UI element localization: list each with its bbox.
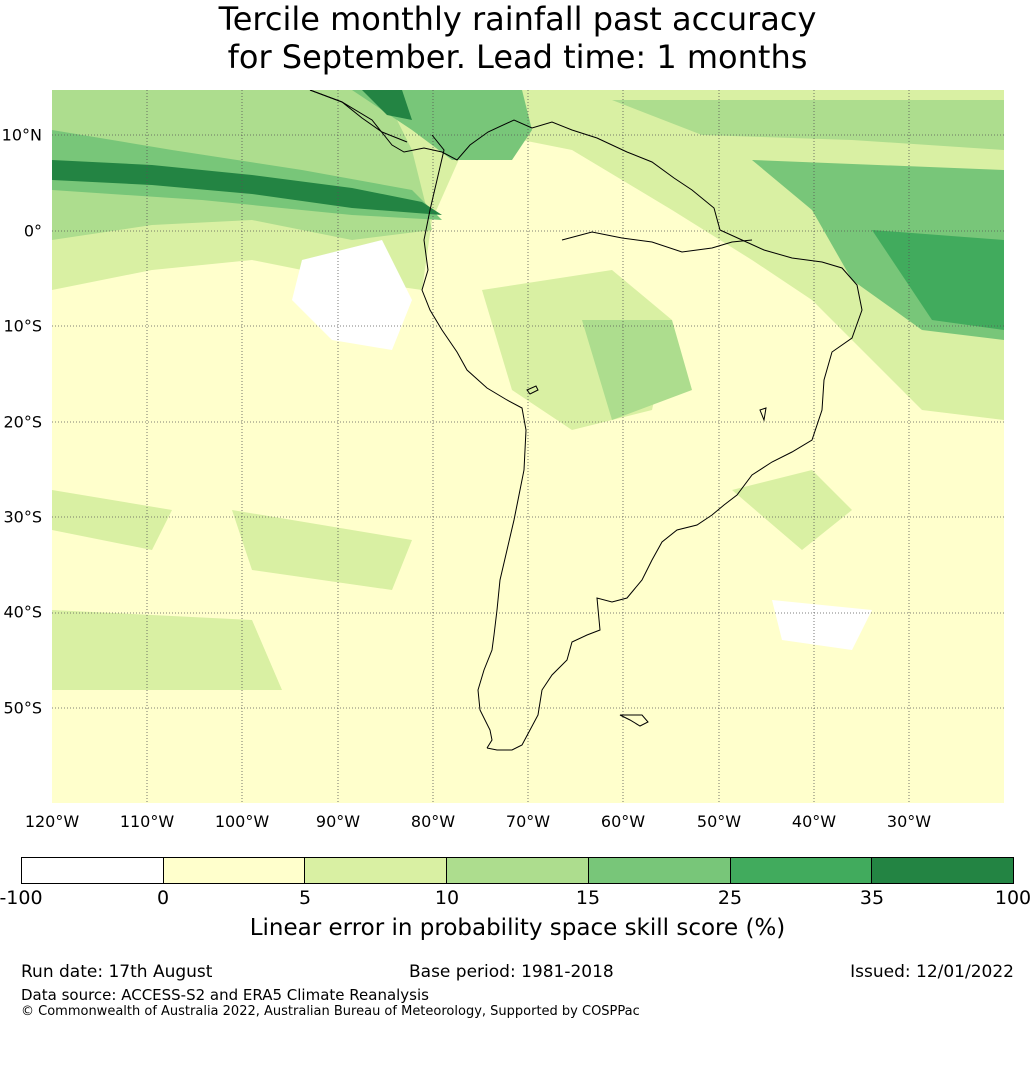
- colorbar-segment-1: [22, 858, 164, 883]
- lat-label-40s: 40°S: [3, 602, 42, 622]
- lat-label-20s: 20°S: [3, 412, 42, 432]
- colorbar: [21, 857, 1014, 884]
- colorbar-tick-2: 0: [156, 887, 170, 909]
- lon-label-100w: 100°W: [214, 812, 270, 831]
- colorbar-tick-5: 15: [575, 887, 601, 909]
- colorbar-segment-7: [872, 858, 1014, 883]
- issued-date: Issued: 12/01/2022: [850, 962, 1014, 982]
- colorbar-tick-1: -100: [0, 887, 43, 909]
- skill-score-map: [52, 90, 1004, 803]
- graticule: [52, 90, 1004, 803]
- lon-label-90w: 90°W: [315, 812, 361, 831]
- colorbar-segment-3: [305, 858, 448, 883]
- colorbar-tick-4: 10: [434, 887, 460, 909]
- lon-label-60w: 60°W: [600, 812, 646, 831]
- map-canvas: [52, 90, 1004, 803]
- colorbar-segment-6: [730, 858, 873, 883]
- colorbar-segment-2: [163, 858, 306, 883]
- colorbar-tick-3: 5: [298, 887, 312, 909]
- colorbar-segment-5: [588, 858, 731, 883]
- coastline: [309, 90, 863, 751]
- copyright-note: © Commonwealth of Australia 2022, Austra…: [21, 1004, 640, 1019]
- lon-label-120w: 120°W: [24, 812, 80, 831]
- data-source-note: Data source: ACCESS-S2 and ERA5 Climate …: [21, 986, 429, 1004]
- colorbar-segment-4: [447, 858, 589, 883]
- lon-label-70w: 70°W: [505, 812, 551, 831]
- lon-label-50w: 50°W: [696, 812, 742, 831]
- lon-label-40w: 40°W: [791, 812, 837, 831]
- lat-label-10n: 10°N: [1, 125, 42, 145]
- base-period: Base period: 1981-2018: [409, 962, 614, 982]
- skill-field: [52, 90, 1004, 803]
- title-line-2: for September. Lead time: 1 months: [227, 38, 808, 76]
- lon-label-80w: 80°W: [410, 812, 456, 831]
- lat-label-50s: 50°S: [3, 698, 42, 718]
- colorbar-tick-8: 100: [994, 887, 1032, 909]
- colorbar-label: Linear error in probability space skill …: [249, 915, 786, 941]
- lat-label-30s: 30°S: [3, 507, 42, 527]
- lat-label-10s: 10°S: [3, 316, 42, 336]
- colorbar-tick-6: 25: [717, 887, 743, 909]
- lon-label-30w: 30°W: [886, 812, 932, 831]
- lon-label-110w: 110°W: [119, 812, 175, 831]
- colorbar-tick-7: 35: [859, 887, 885, 909]
- lat-label-0: 0°: [23, 221, 42, 241]
- run-date: Run date: 17th August: [21, 962, 213, 982]
- title-line-1: Tercile monthly rainfall past accuracy: [218, 0, 817, 38]
- chart-title: Tercile monthly rainfall past accuracy f…: [0, 0, 1035, 76]
